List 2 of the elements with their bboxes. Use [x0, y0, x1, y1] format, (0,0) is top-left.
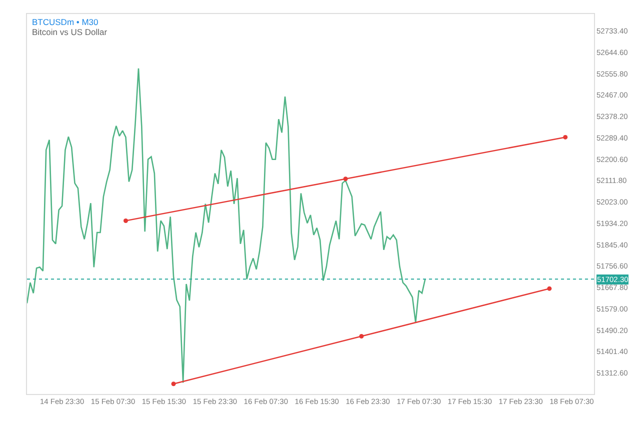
chart-title: BTCUSDm • M30: [32, 17, 99, 27]
text: Bitcoin vs US Dollar: [32, 27, 108, 37]
